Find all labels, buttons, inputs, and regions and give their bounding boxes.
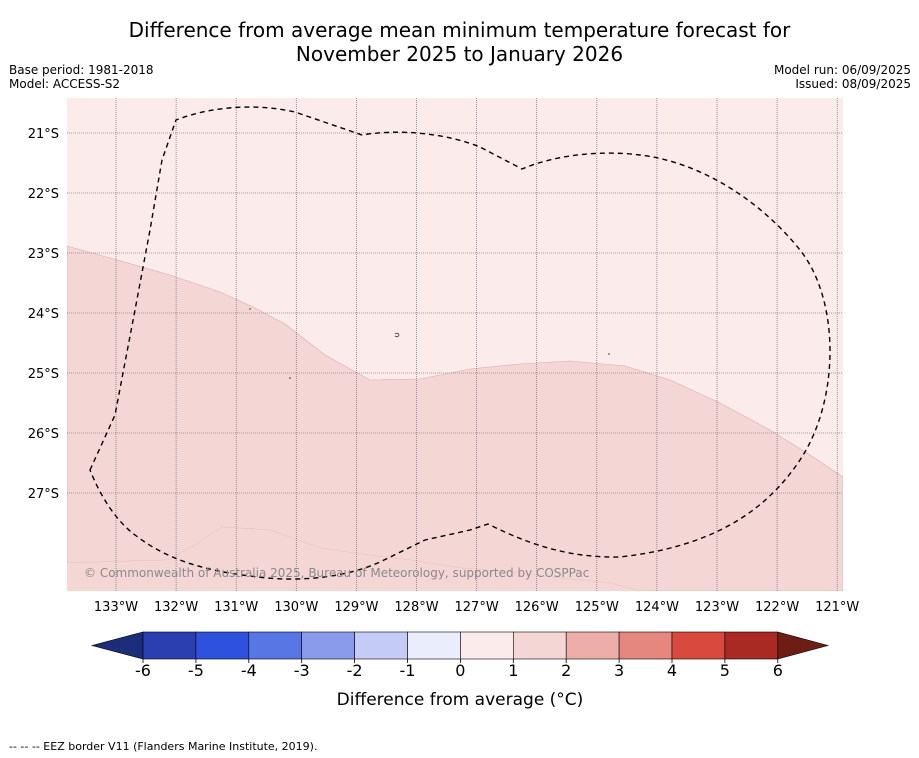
colorbar [90, 631, 830, 660]
issued-date: Issued: 08/09/2025 [795, 77, 911, 91]
colorbar-under-arrow [90, 631, 144, 660]
colorbar-tick-label: -2 [347, 661, 363, 680]
colorbar-tick-label: 5 [720, 661, 730, 680]
lat-label: 25°S [28, 367, 59, 382]
model-run: Model run: 06/09/2025 [773, 63, 911, 77]
lon-label: 124°W [635, 600, 679, 615]
lon-label: 133°W [94, 600, 138, 615]
eez-footnote: -- -- -- EEZ border V11 (Flanders Marine… [9, 740, 318, 753]
lon-label: 122°W [755, 600, 799, 615]
colorbar-segment [301, 631, 355, 660]
colorbar-label: Difference from average (°C) [337, 690, 584, 710]
lon-label: 123°W [695, 600, 739, 615]
lon-label: 121°W [815, 600, 859, 615]
colorbar-tick-label: 2 [561, 661, 571, 680]
map-watermark: © Commonwealth of Australia 2025, Bureau… [84, 566, 589, 580]
map-figure: © Commonwealth of Australia 2025, Bureau… [28, 98, 860, 710]
lon-label: 127°W [455, 600, 499, 615]
model-name: Model: ACCESS-S2 [9, 77, 121, 91]
colorbar-tick-label: -4 [241, 661, 257, 680]
meta-left: Base period: 1981-2018 Model: ACCESS-S2 [9, 63, 154, 91]
lat-label: 24°S [28, 307, 59, 322]
colorbar-tick-label: -1 [400, 661, 416, 680]
colorbar-segment [142, 631, 197, 660]
southern-region-band [67, 527, 640, 591]
lat-label: 22°S [28, 187, 59, 202]
colorbar-segment [512, 631, 567, 660]
lon-label: 132°W [154, 600, 198, 615]
island-markers [249, 308, 610, 379]
base-period: Base period: 1981-2018 [9, 63, 154, 77]
colorbar-ticks: -6 -5 -4 -3 -2 -1 0 1 2 3 4 5 6 [135, 659, 783, 680]
lon-label: 128°W [394, 600, 438, 615]
lon-label: 130°W [274, 600, 318, 615]
colorbar-segment [460, 631, 514, 660]
island-marker [249, 308, 251, 310]
island-marker [608, 353, 610, 355]
map-gridlines [67, 98, 843, 591]
lon-label: 125°W [575, 600, 619, 615]
colorbar-segment [354, 631, 408, 660]
lon-label: 131°W [214, 600, 258, 615]
lon-axis-labels: 133°W 132°W 131°W 130°W 129°W 128°W 127°W 126°W… [94, 600, 860, 615]
colorbar-tick-label: -3 [294, 661, 310, 680]
colorbar-tick-label: 1 [508, 661, 518, 680]
map-plot-area: © Commonwealth of Australia 2025, Bureau… [67, 98, 843, 591]
title-line-2: November 2025 to January 2026 [295, 42, 624, 66]
island-marker [394, 332, 400, 338]
lat-label: 27°S [28, 487, 59, 502]
colorbar-segment [671, 631, 726, 660]
title-line-1: Difference from average mean minimum tem… [128, 18, 791, 42]
lat-axis-labels: 21°S 22°S 23°S 24°S 25°S 26°S 27°S [28, 127, 59, 502]
lat-label: 26°S [28, 427, 59, 442]
lon-label: 129°W [334, 600, 378, 615]
lat-label: 21°S [28, 127, 59, 142]
island-marker [289, 377, 291, 379]
colorbar-tick-label: -6 [135, 661, 151, 680]
colorbar-tick-label: 0 [455, 661, 465, 680]
colorbar-tick-label: -5 [188, 661, 204, 680]
colorbar-segment [195, 631, 250, 660]
map-title: Difference from average mean minimum tem… [0, 18, 919, 66]
colorbar-tick-label: 6 [773, 661, 783, 680]
colorbar-tick-label: 4 [667, 661, 677, 680]
lon-label: 126°W [515, 600, 559, 615]
colorbar-segment [565, 631, 620, 660]
colorbar-tick-label: 3 [614, 661, 624, 680]
meta-right: Model run: 06/09/2025 Issued: 08/09/2025 [774, 63, 911, 91]
lat-label: 23°S [28, 247, 59, 262]
colorbar-segment [248, 631, 303, 660]
colorbar-over-arrow [777, 631, 830, 660]
colorbar-segment [724, 631, 779, 660]
colorbar-segment [407, 631, 461, 660]
colorbar-segment [618, 631, 673, 660]
